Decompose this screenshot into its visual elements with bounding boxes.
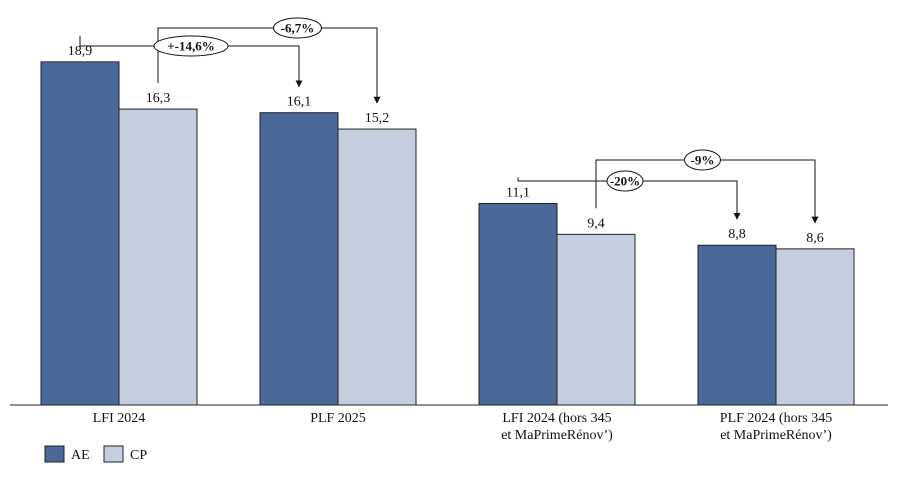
data-label-cp-1: 15,2 (365, 111, 390, 126)
category-labels: LFI 2024 PLF 2025 LFI 2024 (hors 345 et MaP… (93, 411, 832, 443)
annotation-labels: +-14,6% -6,7% -20% -9% (153, 17, 721, 192)
bar-ae-1 (259, 112, 339, 406)
data-label-ae-1: 16,1 (287, 95, 312, 110)
bar-ae-3 (697, 244, 777, 406)
bar-ae-2 (478, 202, 558, 406)
legend: AE CP (44, 445, 147, 463)
annotation-text-3: -9% (691, 153, 715, 168)
bar-ae-0 (40, 61, 120, 406)
data-label-cp-3: 8,6 (806, 231, 824, 246)
data-label-ae-2: 11,1 (506, 185, 530, 200)
category-label-3-line-0: PLF 2024 (hors 345 (720, 411, 832, 426)
data-label-ae-3: 8,8 (728, 227, 746, 242)
annotation-text-0: +-14,6% (167, 39, 215, 54)
annotation-bubble-3 (684, 149, 721, 171)
annotation-bubble-1 (273, 17, 322, 39)
bar-cp-0 (118, 108, 198, 406)
bar-cp-2 (556, 233, 636, 406)
data-label-cp-0: 16,3 (146, 91, 171, 106)
bar-cp-3 (775, 248, 855, 406)
annotation-bubble-2 (606, 170, 644, 192)
annotation-text-1: -6,7% (281, 21, 315, 36)
category-label-3-line-1: et MaPrimeRénov’) (720, 428, 832, 443)
bars (40, 61, 855, 406)
legend-label-ae: AE (71, 448, 90, 463)
data-label-cp-2: 9,4 (587, 216, 605, 231)
bar-cp-1 (337, 128, 417, 406)
annotation-bubble-0 (153, 35, 229, 57)
legend-swatch-ae (44, 445, 65, 463)
category-label-2-line-0: LFI 2024 (hors 345 (502, 411, 611, 426)
legend-label-cp: CP (130, 448, 147, 463)
category-label-1: PLF 2025 (310, 411, 366, 426)
category-label-0: LFI 2024 (93, 411, 146, 426)
legend-swatch-cp (103, 445, 124, 463)
value-labels: 18,9 16,3 16,1 15,2 11,1 9,4 8,8 8,6 (68, 44, 824, 246)
annotation-connector-1 (157, 27, 381, 104)
data-label-ae-0: 18,9 (68, 44, 93, 59)
category-label-2-line-1: et MaPrimeRénov’) (501, 428, 613, 443)
annotation-text-2: -20% (610, 174, 640, 189)
